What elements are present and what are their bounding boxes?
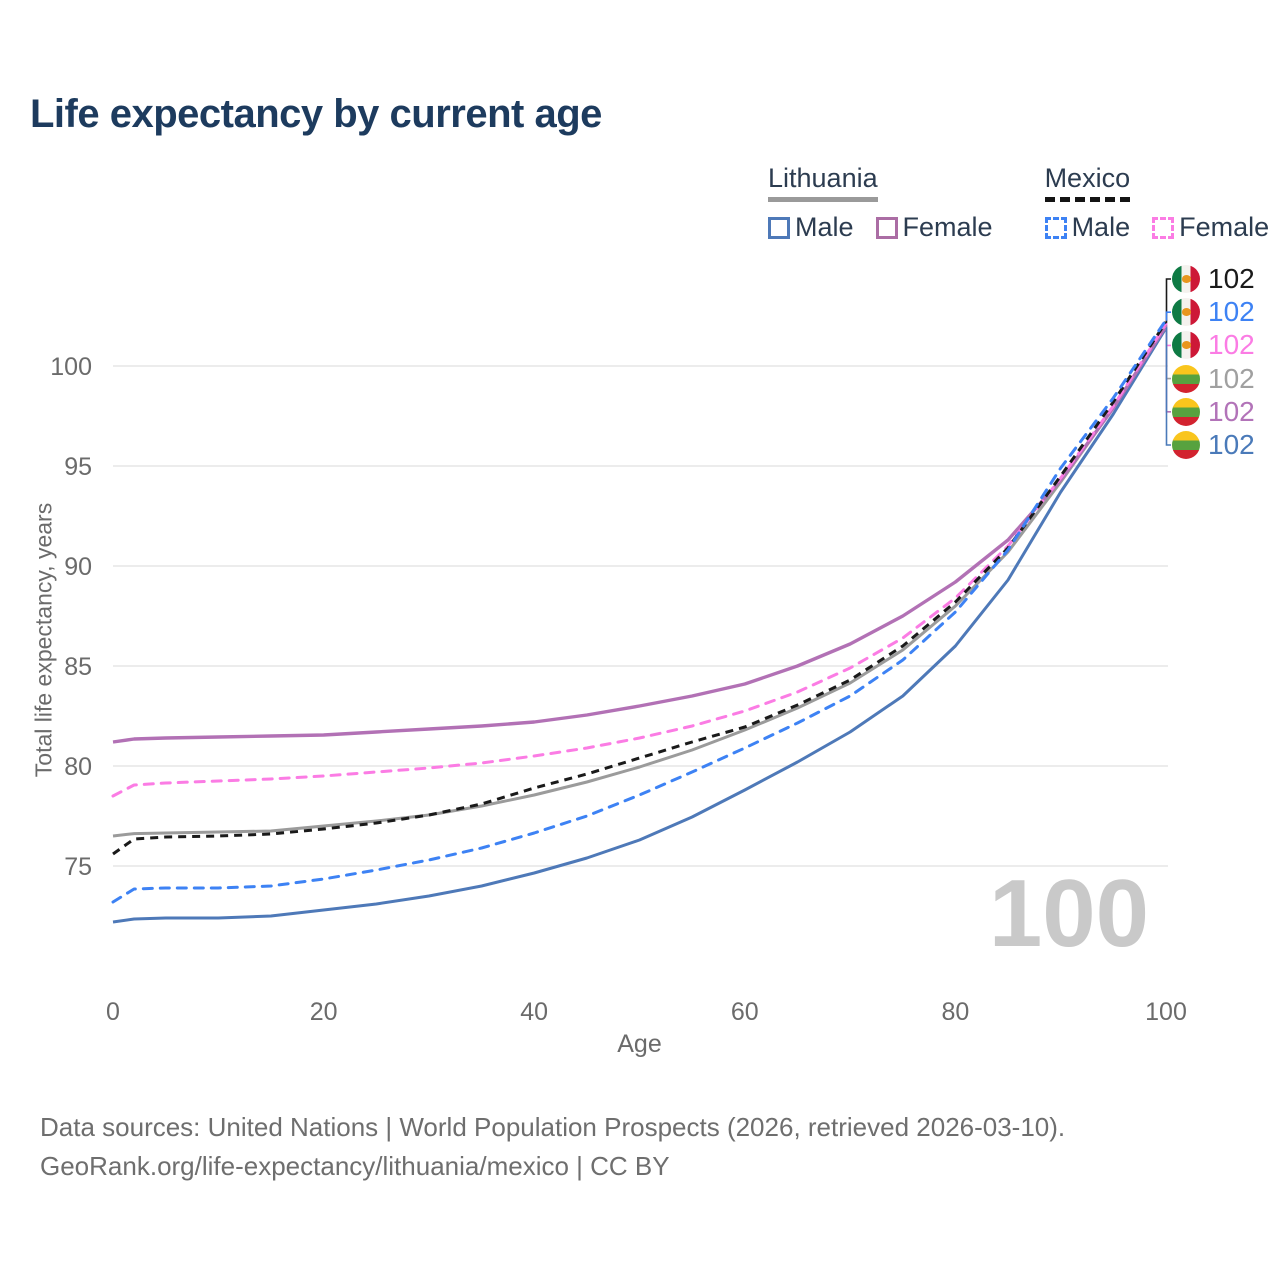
legend-row-lithuania: Male Female <box>768 212 1015 243</box>
y-tick-label: 85 <box>64 653 92 681</box>
footer: Data sources: United Nations | World Pop… <box>40 1108 1065 1186</box>
end-label-row-mx_male: 102 <box>1172 296 1255 328</box>
x-tick-label: 60 <box>731 998 759 1026</box>
footer-data-sources: Data sources: United Nations | World Pop… <box>40 1112 1066 1142</box>
end-label-row-lt_male: 102 <box>1172 431 1255 459</box>
end-label-value-lt_total: 102 <box>1208 362 1255 394</box>
series-line-mx_female[interactable] <box>111 322 1168 798</box>
y-tick-label: 95 <box>64 453 92 481</box>
end-label-value-lt_female: 102 <box>1208 395 1255 427</box>
x-tick-label: 0 <box>106 998 120 1026</box>
series-line-lt_male[interactable] <box>112 327 1168 924</box>
end-label-value-mx_male: 102 <box>1208 296 1255 328</box>
x-axis-title: Age <box>617 1030 661 1058</box>
end-label-row-lt_total: 102 <box>1172 362 1255 394</box>
lithuania-flag-icon <box>1172 431 1200 459</box>
y-tick-label: 100 <box>50 353 92 381</box>
end-label-value-mx_total: 102 <box>1208 263 1255 294</box>
x-tick-label: 100 <box>1145 998 1187 1026</box>
y-tick-label: 80 <box>64 753 92 781</box>
end-label-value-lt_male: 102 <box>1208 429 1255 460</box>
mexico-flag-icon <box>1172 331 1200 360</box>
lithuania-flag-icon <box>1172 397 1200 426</box>
page-title: Life expectancy by current age <box>30 92 602 136</box>
legend-swatch-lithuania-female[interactable] <box>875 216 898 239</box>
x-tick-label: 80 <box>941 998 969 1026</box>
legend-group-lithuania: Lithuania Male Female <box>768 163 1015 243</box>
y-axis-title: Total life expectancy, years <box>30 502 57 778</box>
chart-legend: Lithuania Male Female Mexico Male Female <box>768 163 1280 243</box>
legend-label-mexico-male[interactable]: Male <box>1071 212 1131 242</box>
end-label-value-mx_female: 102 <box>1208 329 1255 361</box>
y-tick-label: 75 <box>64 853 92 881</box>
end-label-row-lt_female: 102 <box>1172 395 1255 427</box>
end-label-connector <box>1165 327 1171 446</box>
mexico-flag-icon <box>1172 265 1200 293</box>
series-line-lt_female[interactable] <box>112 325 1168 744</box>
end-label-row-mx_total: 102 <box>1172 265 1255 293</box>
end-label-connector <box>1165 278 1171 323</box>
legend-country-lithuania[interactable]: Lithuania <box>768 163 878 202</box>
legend-label-mexico-female[interactable]: Female <box>1179 212 1270 242</box>
footer-attribution-link[interactable]: GeoRank.org/life-expectancy/lithuania/me… <box>40 1151 670 1181</box>
legend-country-mexico[interactable]: Mexico <box>1044 163 1131 202</box>
legend-swatch-mexico-male[interactable] <box>1044 216 1067 239</box>
end-label-row-mx_female: 102 <box>1172 329 1255 361</box>
legend-label-lithuania-female[interactable]: Female <box>902 212 993 242</box>
legend-label-lithuania-male[interactable]: Male <box>795 212 854 242</box>
y-tick-label: 90 <box>64 553 92 581</box>
end-label-connector <box>1165 311 1171 321</box>
x-tick-label: 20 <box>310 998 338 1026</box>
legend-row-mexico: Male Female <box>1044 212 1280 243</box>
series-line-mx_male[interactable] <box>111 318 1168 904</box>
x-tick-label: 40 <box>520 998 548 1026</box>
legend-group-mexico: Mexico Male Female <box>1044 163 1280 243</box>
legend-swatch-mexico-female[interactable] <box>1152 216 1175 239</box>
legend-swatch-lithuania-male[interactable] <box>768 216 790 239</box>
current-age-watermark: 100 <box>988 860 1149 967</box>
mexico-flag-icon <box>1172 298 1200 327</box>
lithuania-flag-icon <box>1172 364 1200 393</box>
series-line-mx_total[interactable] <box>112 321 1168 856</box>
